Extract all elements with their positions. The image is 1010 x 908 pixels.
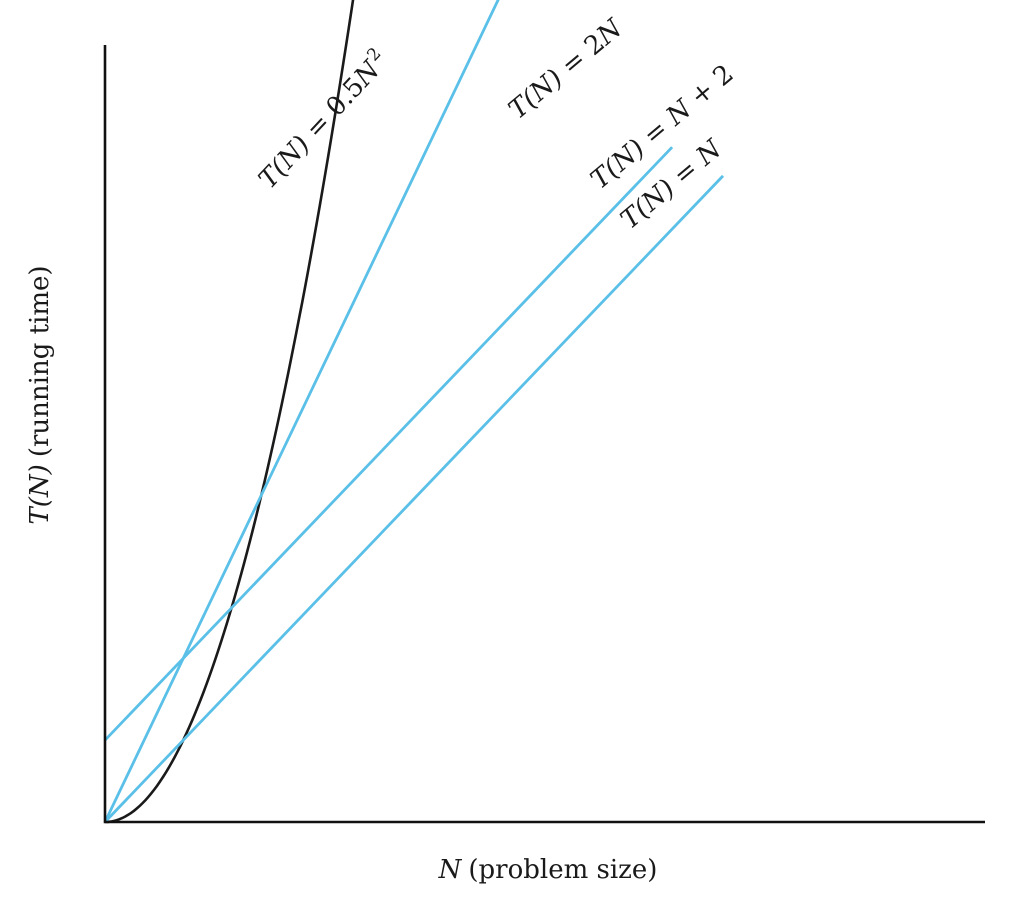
series-label-t-n-2n: T(N) = 2N (503, 13, 629, 125)
y-axis-var: T(N) (25, 464, 55, 524)
x-axis-var: N (438, 855, 463, 885)
x-axis-text: (problem size) (468, 855, 657, 885)
series-layer (103, 0, 725, 824)
series-line-t-n-n (103, 174, 725, 823)
axes (103, 45, 985, 824)
y-axis-text: (running time) (25, 265, 55, 457)
series-line-t-n-n-2 (103, 146, 674, 742)
x-axis-title: N (problem size) (438, 855, 658, 885)
series-label-t-n-0-5n: T(N) = 0.5N2 (251, 44, 395, 195)
series-line-t-n-2n (103, 0, 500, 823)
y-axis-title: T(N) (running time) (25, 265, 55, 524)
series-line-t-n-0-5n (104, 0, 355, 824)
